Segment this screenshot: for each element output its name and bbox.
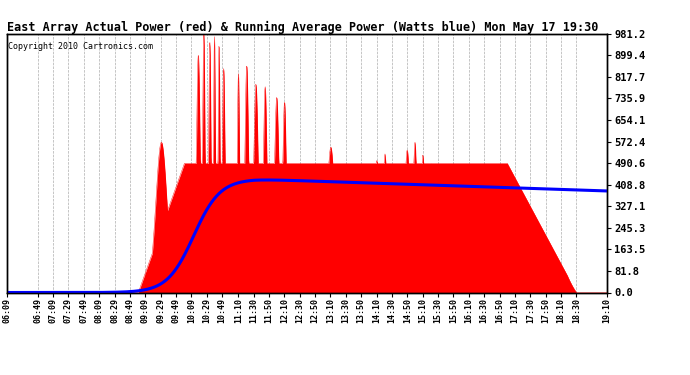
Text: East Array Actual Power (red) & Running Average Power (Watts blue) Mon May 17 19: East Array Actual Power (red) & Running … xyxy=(7,21,598,34)
Text: Copyright 2010 Cartronics.com: Copyright 2010 Cartronics.com xyxy=(8,42,153,51)
